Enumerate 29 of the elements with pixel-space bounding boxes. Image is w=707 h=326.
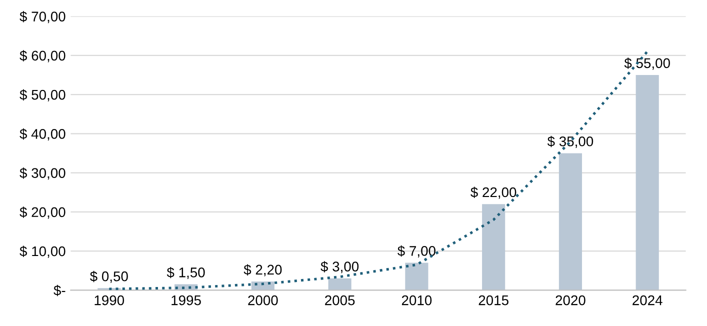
x-tick-label: 2020 bbox=[556, 295, 586, 306]
x-tick-label: 2024 bbox=[632, 295, 662, 306]
x-tick-label: 1995 bbox=[172, 295, 201, 306]
data-label: $ 7,00 bbox=[398, 245, 436, 258]
x-tick-label: 2000 bbox=[248, 295, 278, 306]
y-tick-label: $- bbox=[54, 284, 66, 296]
bar bbox=[405, 262, 428, 290]
bar bbox=[636, 74, 659, 290]
y-tick-label: $ 10,00 bbox=[20, 246, 66, 258]
x-tick-label: 2005 bbox=[325, 295, 355, 306]
data-label: $ 3,00 bbox=[320, 261, 359, 274]
x-tick-label: 2015 bbox=[478, 295, 508, 306]
y-tick-label: $ 40,00 bbox=[20, 128, 66, 140]
y-tick-label: $ 60,00 bbox=[20, 50, 66, 62]
data-label: $ 22,00 bbox=[470, 186, 516, 199]
y-tick-label: $ 50,00 bbox=[20, 89, 66, 102]
x-tick-label: 1990 bbox=[94, 295, 124, 306]
data-label: $ 55,00 bbox=[624, 58, 670, 70]
y-tick-label: $ 30,00 bbox=[20, 168, 66, 180]
data-label: $ 0,50 bbox=[90, 270, 128, 283]
bar bbox=[558, 153, 582, 290]
y-tick-label: $ 70,00 bbox=[20, 11, 66, 24]
bar bbox=[328, 278, 352, 290]
data-label: $ 2,20 bbox=[244, 264, 282, 276]
data-label: $ 1,50 bbox=[166, 266, 205, 279]
bar bbox=[482, 204, 506, 290]
x-tick-label: 2010 bbox=[402, 295, 432, 306]
data-label: $ 35,00 bbox=[547, 136, 594, 148]
y-tick-label: $ 20,00 bbox=[20, 206, 66, 219]
